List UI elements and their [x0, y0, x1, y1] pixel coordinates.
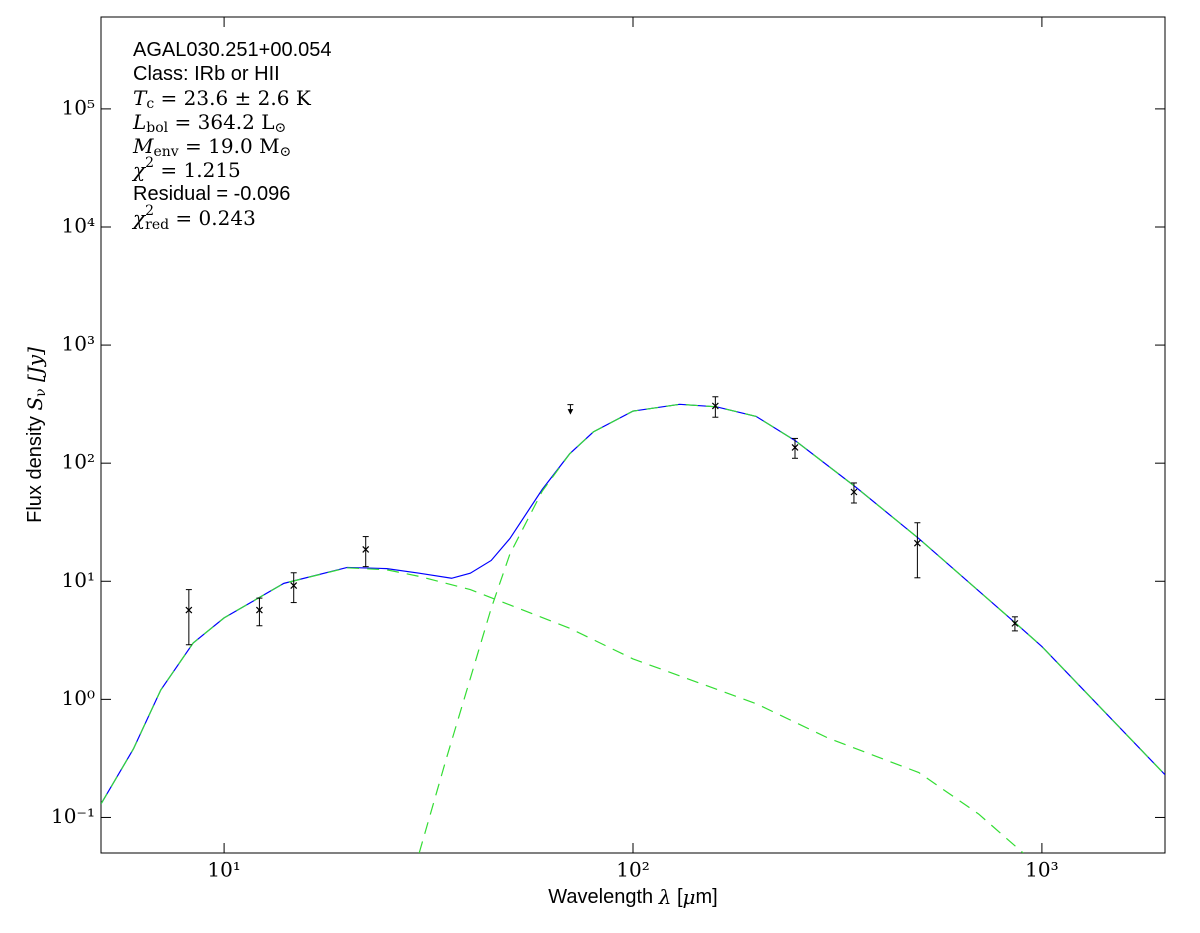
text-part: 2 [145, 155, 154, 171]
annotation: Lbol = 364.2 L⊙ [132, 110, 286, 137]
text-part: m] [696, 886, 718, 908]
annotation: χ2 = 1.215 [131, 155, 241, 182]
y-tick-label: 10⁵ [62, 95, 95, 119]
annotation: Class: IRb or HII [133, 63, 280, 85]
x-tick-label: 10² [616, 858, 649, 882]
text-part: Flux density [24, 411, 46, 523]
text-part: [Jy] [23, 347, 47, 388]
error-bar [290, 572, 297, 604]
text-part: = 23.6 ± 2.6 K [154, 86, 312, 110]
text-part: ⊙ [280, 144, 292, 160]
data-point [185, 606, 193, 614]
text-part: AGAL030.251+00.054 [133, 39, 332, 61]
data-point [850, 488, 858, 496]
data-point [1011, 619, 1019, 627]
y-tick-label: 10⁻¹ [51, 804, 95, 828]
text-part: 2 [145, 203, 154, 219]
error-bar [712, 396, 719, 418]
text-part: bol [146, 120, 168, 136]
plot-area [101, 396, 1165, 853]
annotation: AGAL030.251+00.054 [133, 39, 332, 61]
text-part: = 1.215 [154, 158, 241, 182]
text-part: = 364.2 L [168, 110, 274, 134]
text-part: = 19.0 M [179, 134, 280, 158]
text-part: S [23, 397, 47, 411]
text-part: Wavelength [548, 886, 658, 908]
x-tick-label: 10³ [1025, 858, 1058, 882]
data-point [362, 546, 370, 553]
error-bar [850, 482, 857, 504]
text-part: = 0.243 [169, 206, 256, 230]
error-bar [362, 536, 369, 568]
text-part: c [146, 96, 154, 112]
data-point [711, 402, 719, 410]
model-curve [418, 403, 1165, 853]
y-tick-label: 10⁰ [62, 686, 95, 710]
text-part: env [153, 144, 178, 160]
x-tick-label: 10¹ [207, 858, 240, 882]
text-part: red [145, 217, 169, 233]
text-part: ⊙ [275, 120, 287, 136]
data-point [255, 606, 263, 614]
text-part: χ [131, 206, 147, 230]
annotation: Residual = -0.096 [133, 183, 290, 205]
model-curve [101, 567, 1024, 853]
annotation: Menv = 19.0 M⊙ [132, 134, 291, 161]
annotation: Tc = 23.6 ± 2.6 K [133, 86, 312, 113]
error-bar [914, 522, 921, 579]
annotation: χ2 red = 0.243 [131, 203, 256, 233]
y-axis-label: Flux density Sν [Jy] [23, 347, 50, 523]
y-tick-label: 10³ [62, 332, 95, 356]
text-part: Residual = -0.096 [133, 183, 290, 205]
text-part: [ [671, 886, 683, 908]
data-point [290, 582, 298, 589]
upper-limit [567, 404, 574, 415]
text-part: λ [658, 885, 672, 909]
data-point [913, 539, 921, 547]
text-part: T [133, 86, 148, 110]
error-bar [792, 437, 799, 459]
text-part: μ [683, 885, 696, 909]
y-tick-label: 10⁴ [62, 213, 95, 237]
error-bar [185, 589, 192, 646]
y-tick-label: 10² [62, 450, 95, 474]
text-part: M [132, 134, 154, 158]
text-part: L [132, 110, 146, 134]
text-part: Class: IRb or HII [133, 63, 280, 85]
error-bar [256, 597, 263, 627]
text-part: χ [131, 158, 147, 182]
y-tick-label: 10¹ [62, 568, 95, 592]
model-curve [101, 403, 1165, 805]
text-part: ν [33, 388, 49, 397]
x-axis-label: Wavelength λ [μm] [548, 885, 717, 909]
data-point [791, 443, 799, 451]
